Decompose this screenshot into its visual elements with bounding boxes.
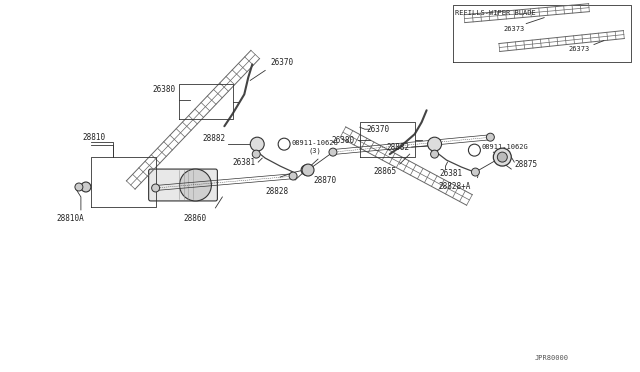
Text: 26380: 26380	[332, 136, 355, 145]
Text: 26373: 26373	[568, 45, 589, 52]
Circle shape	[486, 133, 494, 141]
Text: N: N	[473, 148, 476, 153]
Circle shape	[301, 165, 311, 175]
Text: 28828: 28828	[266, 187, 289, 196]
Text: 28870: 28870	[313, 176, 336, 185]
Circle shape	[468, 144, 481, 156]
Circle shape	[180, 169, 211, 201]
Circle shape	[278, 138, 290, 150]
Circle shape	[472, 168, 479, 176]
Circle shape	[289, 172, 297, 180]
Circle shape	[81, 182, 91, 192]
Text: 26370: 26370	[270, 58, 293, 67]
Circle shape	[428, 137, 442, 151]
Circle shape	[250, 137, 264, 151]
FancyBboxPatch shape	[148, 169, 218, 201]
Text: 28865: 28865	[373, 167, 396, 176]
Text: 28810A: 28810A	[56, 214, 84, 223]
Text: JPR80000: JPR80000	[535, 355, 569, 361]
Circle shape	[493, 148, 511, 166]
Text: 28882: 28882	[202, 134, 225, 143]
Text: 28882: 28882	[387, 142, 410, 152]
Circle shape	[431, 150, 438, 158]
Text: REFILLS-WIPER BLADE: REFILLS-WIPER BLADE	[456, 10, 536, 16]
Text: 26380: 26380	[152, 85, 175, 94]
Circle shape	[75, 183, 83, 191]
Text: 28860: 28860	[184, 214, 207, 223]
Text: 28828+A: 28828+A	[438, 182, 470, 191]
Circle shape	[302, 164, 314, 176]
Text: 28875: 28875	[515, 160, 538, 169]
Text: 08911-1062G
(3): 08911-1062G (3)	[291, 140, 338, 154]
Text: 26381: 26381	[440, 169, 463, 178]
Text: 08911-1062G
<3>: 08911-1062G <3>	[481, 144, 528, 157]
Circle shape	[152, 184, 159, 192]
Text: 26381: 26381	[232, 158, 255, 167]
Text: 26373: 26373	[504, 26, 525, 32]
Text: 26370: 26370	[367, 125, 390, 134]
Circle shape	[252, 150, 260, 158]
Text: 28810: 28810	[83, 133, 106, 142]
Circle shape	[329, 148, 337, 156]
Text: N: N	[282, 142, 285, 147]
Circle shape	[497, 152, 508, 162]
